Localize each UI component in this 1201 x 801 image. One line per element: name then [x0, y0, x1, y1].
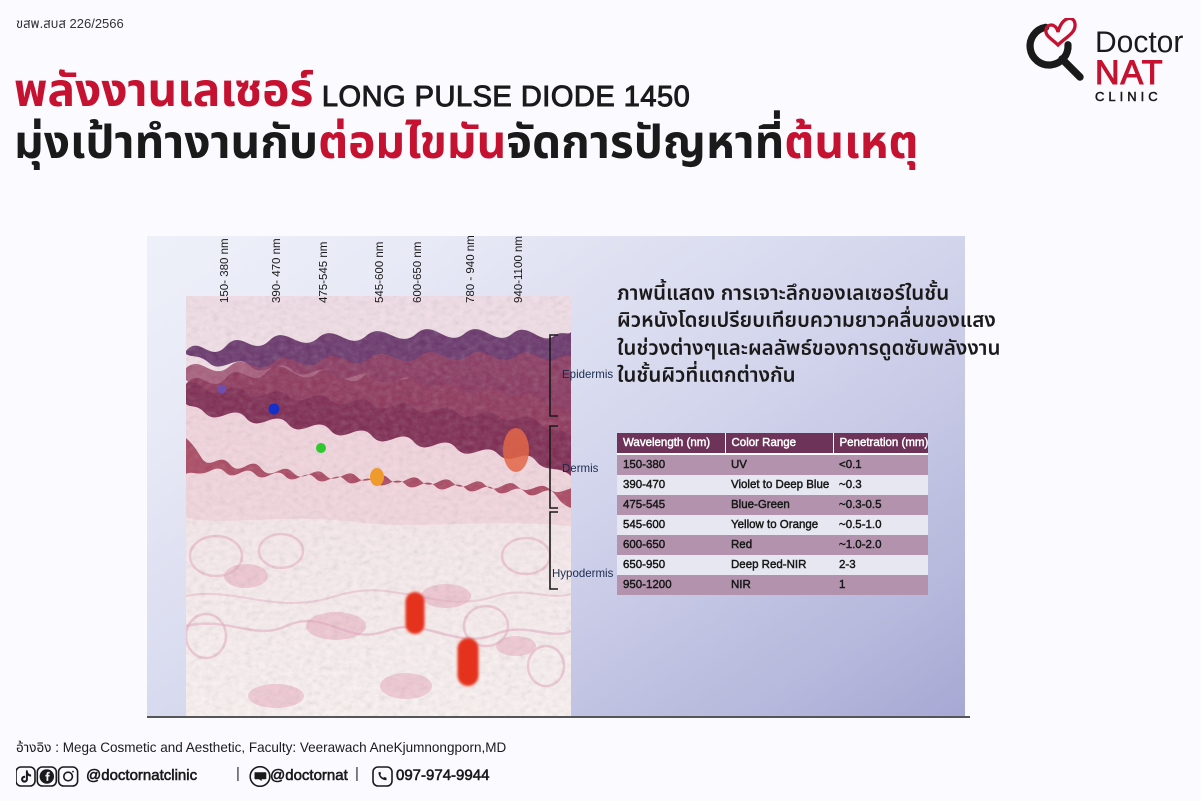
svg-text:940-1100 nm: 940-1100 nm [513, 236, 525, 303]
svg-text:Hypodermis: Hypodermis [552, 568, 614, 580]
svg-text:390- 470 nm: 390- 470 nm [271, 238, 283, 303]
svg-text:545-600 nm: 545-600 nm [374, 241, 386, 303]
svg-text:780 - 940 nm: 780 - 940 nm [465, 235, 477, 303]
svg-text:Epidermis: Epidermis [562, 369, 613, 381]
svg-text:600-650 nm: 600-650 nm [412, 241, 424, 303]
svg-text:150- 380 nm: 150- 380 nm [219, 238, 231, 303]
svg-text:475-545 nm: 475-545 nm [318, 241, 330, 303]
svg-text:Dermis: Dermis [562, 463, 599, 475]
